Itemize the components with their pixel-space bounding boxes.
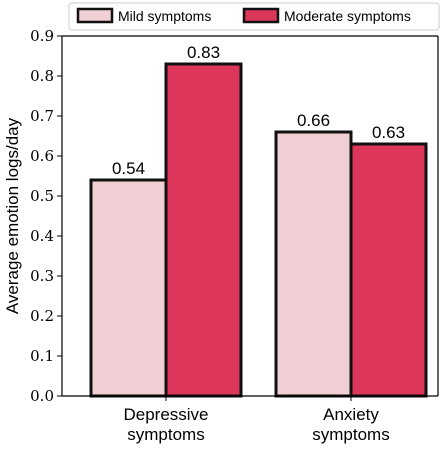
data-label: 0.66 (297, 111, 330, 130)
y-tick-label: 0.6 (30, 147, 54, 165)
y-tick-label: 0.3 (30, 267, 54, 285)
bar-mild-0 (89, 178, 168, 398)
bar-moderate-0 (164, 62, 243, 398)
data-label: 0.63 (372, 123, 405, 142)
y-tick-label: 0.1 (30, 347, 54, 365)
y-tick-label: 0.9 (30, 27, 54, 45)
y-tick-label: 0.5 (30, 187, 54, 205)
bar-moderate-1 (349, 142, 428, 398)
data-label: 0.83 (187, 43, 220, 62)
x-tick-label: Depressive (123, 405, 208, 424)
y-tick-label: 0.4 (30, 227, 54, 245)
legend: Mild symptoms Moderate symptoms (68, 2, 440, 31)
y-tick-label: 0.0 (30, 387, 54, 405)
bar-mild-1 (274, 130, 353, 398)
plot-area: 0.54 0.66 0.83 0.63 (89, 43, 428, 398)
y-tick-label: 0.7 (30, 107, 54, 125)
y-axis-title: Average emotion logs/day (3, 117, 22, 314)
legend-label: Mild symptoms (118, 8, 211, 24)
y-axis: 0.0 0.1 0.2 0.3 0.4 0.5 0.6 0.7 0.8 0.9 (30, 27, 439, 405)
x-tick-label: symptoms (127, 425, 204, 444)
x-tick-label: Anxiety (323, 405, 379, 424)
y-tick-label: 0.8 (30, 67, 54, 85)
x-tick-label: symptoms (312, 425, 389, 444)
legend-swatch-mild (76, 7, 114, 24)
legend-swatch-moderate (242, 7, 280, 24)
legend-label: Moderate symptoms (284, 8, 411, 24)
data-label: 0.54 (112, 159, 145, 178)
y-tick-label: 0.2 (30, 307, 54, 325)
